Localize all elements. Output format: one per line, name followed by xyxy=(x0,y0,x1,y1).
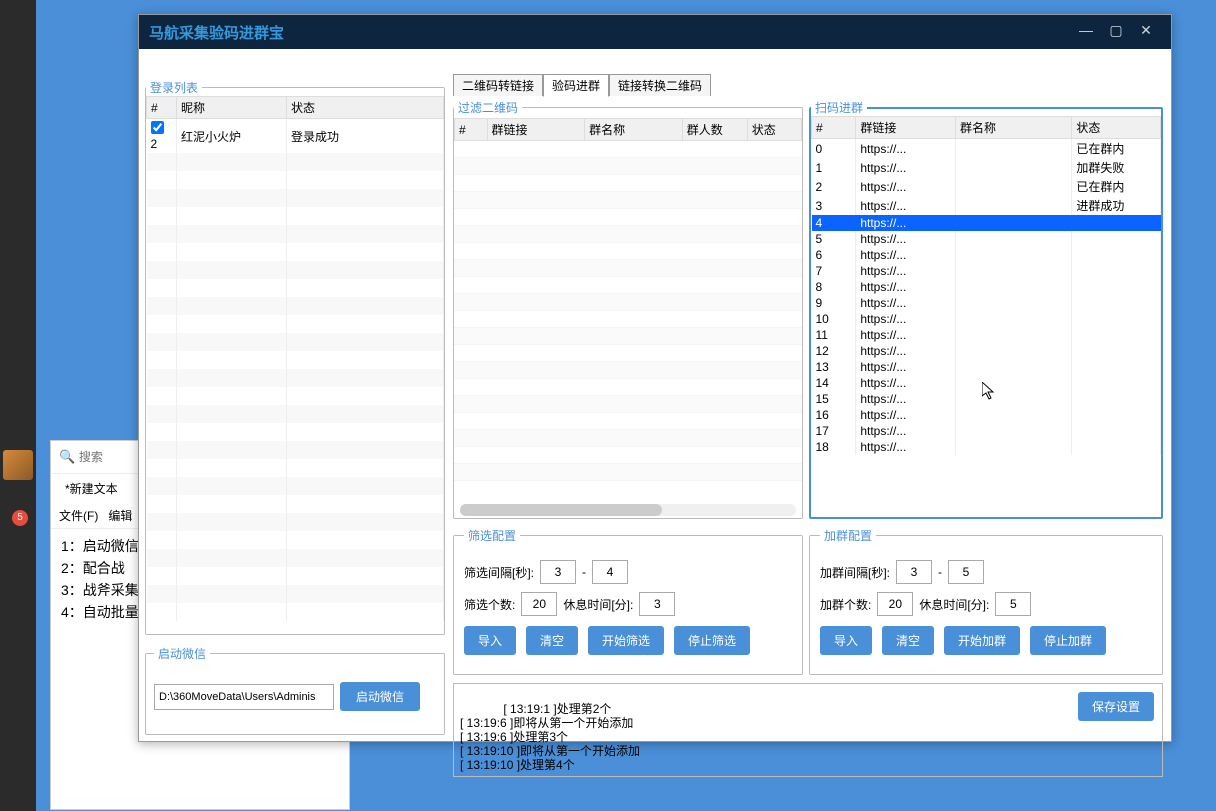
filter-qr-legend: 过滤二维码 xyxy=(454,99,522,116)
filter-stop-button[interactable]: 停止筛选 xyxy=(674,626,750,655)
join-rest-input[interactable] xyxy=(995,592,1031,616)
scan-row[interactable]: 17https://... xyxy=(812,423,1161,439)
scan-row[interactable]: 7https://... xyxy=(812,263,1161,279)
scan-row[interactable]: 3https://...进群成功 xyxy=(812,196,1161,215)
main-tabs: 二维码转链接验码进群链接转换二维码 xyxy=(453,73,1163,93)
join-rest-label: 休息时间[分]: xyxy=(919,596,989,613)
notification-badge[interactable]: 5 xyxy=(12,510,28,526)
scan-row[interactable]: 0https://...已在群内 xyxy=(812,139,1161,159)
join-config-legend: 加群配置 xyxy=(820,527,876,544)
scan-table[interactable]: #群链接群名称状态 0https://...已在群内1https://...加群… xyxy=(811,116,1161,455)
filter-interval-max-input[interactable] xyxy=(592,560,628,584)
scan-row[interactable]: 8https://... xyxy=(812,279,1161,295)
tab-2[interactable]: 链接转换二维码 xyxy=(609,74,711,96)
login-list-legend: 登录列表 xyxy=(146,79,202,96)
launch-wechat-legend: 启动微信 xyxy=(154,645,210,662)
scrollbar-thumb[interactable] xyxy=(460,504,662,516)
scan-row[interactable]: 2https://...已在群内 xyxy=(812,177,1161,196)
save-settings-button[interactable]: 保存设置 xyxy=(1078,692,1154,721)
login-row-checkbox[interactable] xyxy=(151,121,164,134)
join-interval-min-input[interactable] xyxy=(896,560,932,584)
filter-config-legend: 筛选配置 xyxy=(464,527,520,544)
filter-table-body[interactable] xyxy=(454,141,802,501)
scan-row[interactable]: 11https://... xyxy=(812,327,1161,343)
login-row[interactable]: 2红泥小火炉登录成功 xyxy=(147,119,444,154)
join-config-panel: 加群配置 加群间隔[秒]: - 加群个数: 休息时间[分]: 导入 清空 开始加… xyxy=(809,527,1163,675)
join-interval-label: 加群间隔[秒]: xyxy=(820,564,890,581)
launch-wechat-button[interactable]: 启动微信 xyxy=(340,682,420,711)
tab-0[interactable]: 二维码转链接 xyxy=(453,74,543,96)
filter-start-button[interactable]: 开始筛选 xyxy=(588,626,664,655)
maximize-button[interactable]: ▢ xyxy=(1101,22,1131,42)
filter-import-button[interactable]: 导入 xyxy=(464,626,516,655)
join-start-button[interactable]: 开始加群 xyxy=(944,626,1020,655)
join-import-button[interactable]: 导入 xyxy=(820,626,872,655)
scan-row[interactable]: 15https://... xyxy=(812,391,1161,407)
filter-rest-input[interactable] xyxy=(639,592,675,616)
filter-clear-button[interactable]: 清空 xyxy=(526,626,578,655)
login-table[interactable]: #昵称状态 2红泥小火炉登录成功 xyxy=(146,96,444,621)
log-panel: [ 13:19:1 ]处理第2个 [ 13:19:6 ]即将从第一个开始添加 [… xyxy=(453,683,1163,777)
titlebar[interactable]: 马航采集验码进群宝 — ▢ ✕ xyxy=(139,15,1171,49)
scan-row[interactable]: 5https://... xyxy=(812,231,1161,247)
menu-edit[interactable]: 编辑 xyxy=(108,509,132,523)
wechat-path-input[interactable] xyxy=(154,684,334,710)
horizontal-scrollbar[interactable] xyxy=(460,504,796,516)
tab-1[interactable]: 验码进群 xyxy=(543,74,609,97)
scan-row[interactable]: 1https://...加群失败 xyxy=(812,158,1161,177)
notepad-tab[interactable]: *新建文本 xyxy=(59,478,124,499)
scan-row[interactable]: 18https://... xyxy=(812,439,1161,455)
scan-join-legend: 扫码进群 xyxy=(811,99,867,116)
filter-interval-min-input[interactable] xyxy=(540,560,576,584)
menu-file[interactable]: 文件(F) xyxy=(59,509,98,523)
scan-row[interactable]: 13https://... xyxy=(812,359,1161,375)
join-stop-button[interactable]: 停止加群 xyxy=(1030,626,1106,655)
close-button[interactable]: ✕ xyxy=(1131,22,1161,42)
filter-table[interactable]: #群链接群名称群人数状态 xyxy=(454,118,802,141)
os-taskbar: 5 xyxy=(0,0,36,811)
launch-wechat-panel: 启动微信 启动微信 xyxy=(145,645,445,735)
scan-row[interactable]: 16https://... xyxy=(812,407,1161,423)
scan-row[interactable]: 9https://... xyxy=(812,295,1161,311)
join-count-label: 加群个数: xyxy=(820,596,871,613)
avatar[interactable] xyxy=(3,450,33,480)
scan-join-panel: 扫码进群 #群链接群名称状态 0https://...已在群内1https://… xyxy=(809,99,1163,519)
scan-row[interactable]: 4https://... xyxy=(812,215,1161,231)
search-icon: 🔍 xyxy=(59,449,75,464)
login-list-panel: 登录列表 #昵称状态 2红泥小火炉登录成功 xyxy=(145,79,445,635)
app-title: 马航采集验码进群宝 xyxy=(149,22,1071,43)
scan-row[interactable]: 6https://... xyxy=(812,247,1161,263)
scan-row[interactable]: 10https://... xyxy=(812,311,1161,327)
log-text: [ 13:19:1 ]处理第2个 [ 13:19:6 ]即将从第一个开始添加 [… xyxy=(460,702,640,772)
main-app-window: 马航采集验码进群宝 — ▢ ✕ 登录列表 #昵称状态 2红泥小火炉登录成功 二维… xyxy=(138,14,1172,742)
filter-config-panel: 筛选配置 筛选间隔[秒]: - 筛选个数: 休息时间[分]: 导入 清空 开始筛… xyxy=(453,527,803,675)
scan-row[interactable]: 12https://... xyxy=(812,343,1161,359)
scan-row[interactable]: 14https://... xyxy=(812,375,1161,391)
filter-rest-label: 休息时间[分]: xyxy=(563,596,633,613)
filter-qr-panel: 过滤二维码 #群链接群名称群人数状态 xyxy=(453,99,803,519)
filter-count-input[interactable] xyxy=(521,592,557,616)
minimize-button[interactable]: — xyxy=(1071,22,1101,42)
join-clear-button[interactable]: 清空 xyxy=(882,626,934,655)
filter-count-label: 筛选个数: xyxy=(464,596,515,613)
join-interval-max-input[interactable] xyxy=(948,560,984,584)
filter-interval-label: 筛选间隔[秒]: xyxy=(464,564,534,581)
join-count-input[interactable] xyxy=(877,592,913,616)
